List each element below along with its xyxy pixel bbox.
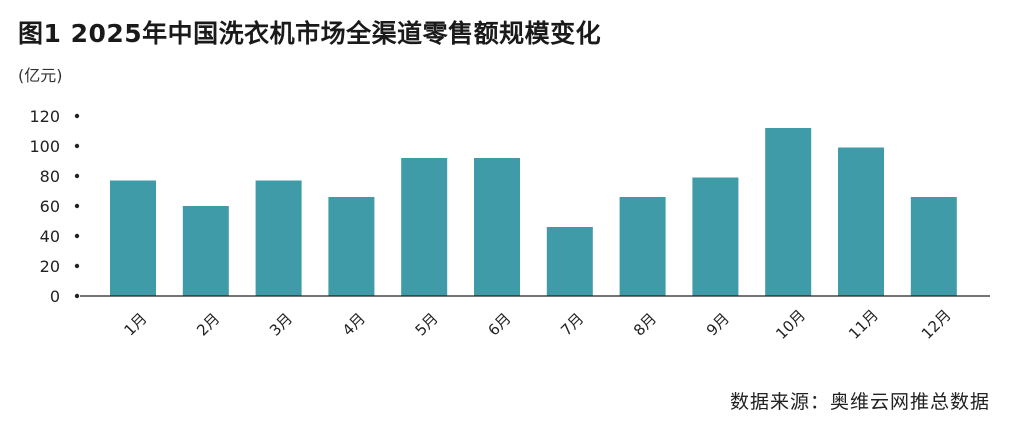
x-tick-label-8月: 8月 [630, 309, 660, 339]
y-tick-mark-120 [74, 113, 80, 119]
bar-12月 [910, 197, 957, 296]
y-tick-label-80: 80 [40, 167, 60, 186]
bars-layer [110, 128, 957, 296]
bar-5月 [401, 158, 448, 296]
x-tick-label-1月: 1月 [120, 309, 150, 339]
bar-8月 [619, 197, 666, 296]
bar-10月 [765, 128, 812, 296]
bar-11月 [838, 147, 884, 296]
y-tick-label-0: 0 [50, 287, 60, 306]
bar-2月 [182, 206, 229, 296]
x-tick-label-7月: 7月 [557, 309, 587, 339]
x-tick-label-11月: 11月 [845, 306, 882, 343]
bar-7月 [546, 227, 593, 296]
y-tick-mark-20 [74, 263, 80, 269]
bar-1月 [110, 180, 156, 296]
y-axis-unit-label: (亿元) [18, 66, 63, 85]
bar-4月 [328, 197, 375, 296]
y-tick-mark-80 [74, 173, 80, 179]
x-tick-label-10月: 10月 [772, 306, 809, 343]
bar-9月 [692, 177, 739, 296]
x-tick-label-9月: 9月 [703, 309, 733, 339]
y-tick-mark-100 [74, 143, 80, 149]
x-tick-label-3月: 3月 [266, 309, 296, 339]
x-tick-label-12月: 12月 [918, 306, 955, 343]
x-tick-label-6月: 6月 [484, 309, 514, 339]
chart-title: 图1 2025年中国洗衣机市场全渠道零售额规模变化 [18, 19, 602, 48]
y-tick-label-20: 20 [40, 257, 60, 276]
y-tick-mark-40 [74, 233, 80, 239]
y-tick-label-60: 60 [40, 197, 60, 216]
y-tick-label-100: 100 [29, 137, 60, 156]
x-axis-labels: 1月 2月 3月 4月 5月 6月 7月 8月 9月 10月 11月 12月 [120, 306, 954, 343]
y-axis: 0 20 40 60 80 100 120 [29, 107, 80, 306]
bar-6月 [474, 158, 520, 296]
source-note: 数据来源：奥维云网推总数据 [729, 391, 990, 413]
y-tick-label-40: 40 [40, 227, 60, 246]
y-tick-mark-0 [74, 293, 80, 299]
bar-3月 [255, 180, 302, 296]
y-tick-label-120: 120 [29, 107, 60, 126]
x-tick-label-2月: 2月 [193, 309, 223, 339]
x-tick-label-4月: 4月 [339, 309, 369, 339]
y-tick-mark-60 [74, 203, 80, 209]
x-tick-label-5月: 5月 [412, 309, 442, 339]
